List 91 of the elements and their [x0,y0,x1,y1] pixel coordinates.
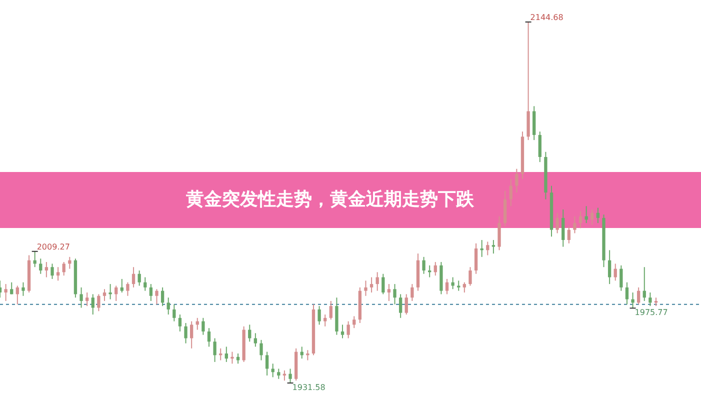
candlestick [410,284,414,302]
text: 1931.58 [292,383,326,392]
candlestick [404,294,408,316]
candlestick [468,266,472,286]
candlestick [207,328,211,348]
candlestick [364,280,368,296]
candlestick [457,280,460,292]
candlestick [132,266,136,288]
candlestick [462,282,466,294]
candlestick [254,332,258,348]
candlestick [190,320,194,349]
candlestick [648,292,652,307]
candlestick [340,324,344,339]
candlestick [172,304,176,322]
candlestick [184,322,188,344]
candlestick [166,297,170,316]
candlestick [114,285,118,302]
candlestick [178,314,182,332]
candlestick [346,320,350,339]
candlestick [213,338,216,362]
candlestick [370,276,374,294]
candlestick [120,278,124,294]
candlestick [434,262,437,276]
candlestick [22,282,25,296]
candlestick [562,208,565,248]
candlestick [44,262,48,278]
candlestick [532,106,536,141]
candlestick [398,294,402,318]
candlestick [503,190,507,227]
candlestick [248,324,252,342]
candlestick [329,300,332,320]
candlestick [573,216,576,234]
candlestick [277,368,280,380]
candlestick [80,286,83,308]
candlestick [578,210,582,229]
candlestick [149,284,153,302]
annotation: 1975.77 [634,308,668,318]
candlestick [39,258,42,274]
candlestick [85,292,89,307]
candlestick [62,262,66,276]
candlestick [625,282,629,305]
candlestick [108,284,112,300]
candlestick [614,263,617,282]
candlestick [474,242,478,274]
candlestick [620,264,623,292]
candlestick [236,352,240,364]
candlestick [97,294,100,312]
candlestick [393,284,396,305]
candlestick [515,168,518,194]
candlestick [538,131,542,163]
candlestick [91,294,94,316]
candlestick [126,282,130,296]
candlestick [486,241,490,256]
candlestick [265,351,269,376]
candlestick [387,284,391,302]
annotation: 2009.27 [36,242,70,252]
candlestick [642,266,646,302]
candlestick [376,272,379,292]
candlestick [509,178,512,207]
candlestick [16,285,19,305]
candlestick [451,276,454,290]
candlestick [271,363,274,378]
candlestick [230,351,234,364]
candlestick [445,278,449,295]
annotation: 2144.68 [530,13,564,22]
candlestick [556,212,559,234]
candlestick [224,346,228,362]
candlestick [637,286,640,305]
candlestick [608,250,612,285]
candlestick [422,256,426,274]
candlestick [56,266,60,282]
candlestick [324,314,327,327]
candlestick [306,350,310,361]
candlestick [102,288,106,302]
candlestick [144,276,147,292]
candlestick [4,284,8,302]
candlestick [155,288,158,305]
candlestick [260,339,263,361]
candlestick [202,317,205,336]
candlestick [498,216,501,251]
candlestick [138,270,141,286]
candlestick [352,316,356,329]
candlestick [50,263,54,280]
candlestick [160,286,164,307]
candlestick [596,207,600,224]
text: 黄金突发性走势，黄金近期走势下跌 [186,189,474,211]
candlestick [492,239,496,254]
candlestick [318,306,321,326]
candlestick [567,226,571,244]
candlestick [382,273,385,295]
candlestick [590,208,594,226]
